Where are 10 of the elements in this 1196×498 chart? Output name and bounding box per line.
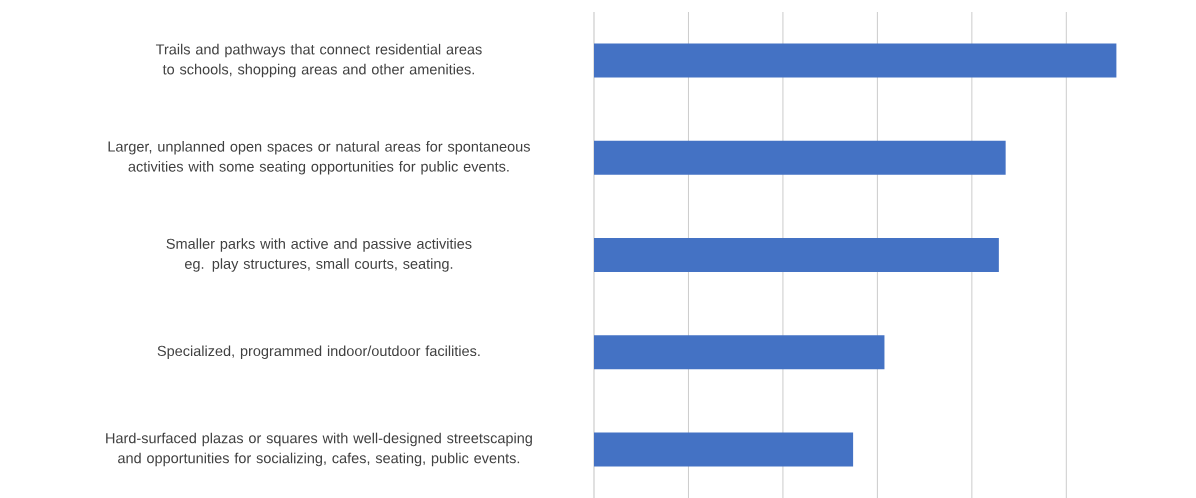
bar [594,432,854,467]
y-tick-label: Smaller parks with active and passive activities eg. play structures, small courts, seating. [166,238,472,272]
y-tick-label: Trails and pathways that connect residential areas to schools, shopping areas and other amenities. [155,43,482,78]
bar [594,238,999,273]
bar [594,335,885,370]
bar [594,43,1117,78]
y-tick-label: Larger, unplanned open spaces or natural areas for spontaneous activities with some seating opportunities for public events. [108,141,530,175]
bar [594,140,1006,175]
y-tick-label: Specialized, programmed indoor/outdoor facilities. [157,345,480,359]
y-tick-label: Hard-surfaced plazas or squares with well-designed streetscaping and opportunities for socializing, cafes, seating, public events. [106,432,532,467]
